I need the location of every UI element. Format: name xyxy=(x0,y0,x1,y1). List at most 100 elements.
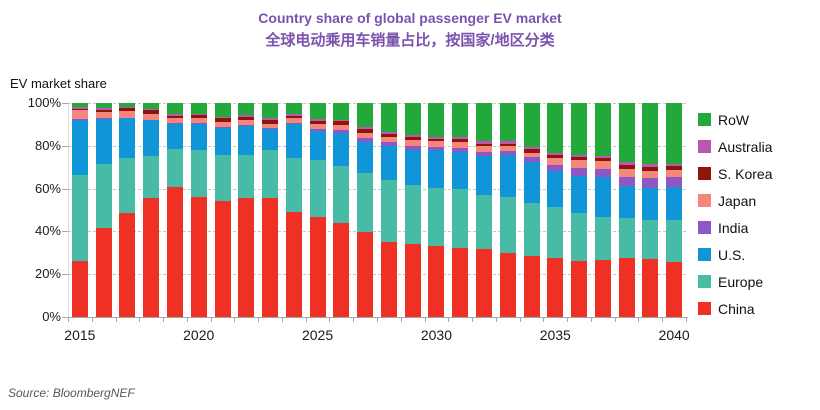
bar-2040 xyxy=(666,103,683,317)
x-axis-label-2025: 2025 xyxy=(301,327,334,343)
y-axis-title: EV market share xyxy=(10,76,107,91)
gridline-20 xyxy=(68,274,686,276)
segment-skorea-2016 xyxy=(95,109,112,113)
segment-australia-2039 xyxy=(642,164,659,167)
segment-europe-2034 xyxy=(523,203,540,257)
segment-europe-2040 xyxy=(666,220,683,262)
segment-us-2029 xyxy=(404,149,421,185)
segment-australia-2024 xyxy=(285,114,302,117)
bar-2018 xyxy=(143,103,160,317)
segment-us-2017 xyxy=(119,118,136,159)
segment-australia-2021 xyxy=(214,116,231,119)
bar-2036 xyxy=(571,103,588,317)
y-axis-label-60: 60% xyxy=(34,180,61,196)
segment-china-2037 xyxy=(594,260,611,317)
bar-2037 xyxy=(594,103,611,317)
segment-row-2025 xyxy=(309,103,326,120)
segment-china-2019 xyxy=(166,187,183,317)
segment-us-2021 xyxy=(214,127,231,156)
segment-row-2023 xyxy=(262,103,279,119)
segment-australia-2016 xyxy=(95,108,112,110)
segment-skorea-2028 xyxy=(380,133,397,138)
legend-swatch-australia xyxy=(698,140,711,153)
segment-australia-2027 xyxy=(357,127,374,130)
segment-row-2033 xyxy=(499,103,516,141)
segment-europe-2029 xyxy=(404,184,421,245)
x-axis-tick-21 xyxy=(567,318,569,322)
segment-europe-2039 xyxy=(642,220,659,259)
segment-japan-2018 xyxy=(143,113,160,120)
segment-china-2025 xyxy=(309,216,326,317)
bar-2025 xyxy=(309,103,326,317)
segment-japan-2036 xyxy=(571,159,588,169)
legend-swatch-china xyxy=(698,302,711,315)
segment-china-2040 xyxy=(666,261,683,317)
legend-label-india: India xyxy=(718,219,749,236)
segment-skorea-2022 xyxy=(238,117,255,121)
segment-row-2032 xyxy=(475,103,492,141)
segment-europe-2019 xyxy=(166,149,183,188)
segment-australia-2017 xyxy=(119,106,136,108)
segment-japan-2015 xyxy=(71,109,88,120)
segment-japan-2037 xyxy=(594,161,611,170)
segment-europe-2018 xyxy=(143,156,160,199)
segment-europe-2033 xyxy=(499,196,516,254)
segment-australia-2019 xyxy=(166,114,183,116)
x-axis-label-2020: 2020 xyxy=(183,327,215,343)
x-axis-tick-16 xyxy=(448,318,450,322)
segment-japan-2031 xyxy=(452,142,469,149)
segment-skorea-2040 xyxy=(666,166,683,170)
x-axis-label-2015: 2015 xyxy=(64,327,96,343)
gridline-80 xyxy=(68,145,686,147)
x-axis-tick-13 xyxy=(377,318,378,322)
segment-india-2023 xyxy=(262,128,279,129)
segment-us-2016 xyxy=(95,118,112,164)
y-axis-label-80: 80% xyxy=(34,137,61,153)
segment-australia-2022 xyxy=(238,115,255,118)
segment-us-2023 xyxy=(262,128,279,151)
bar-2031 xyxy=(452,103,469,317)
segment-skorea-2027 xyxy=(357,129,374,134)
segment-australia-2025 xyxy=(309,119,326,122)
x-axis-tick-11 xyxy=(329,318,331,322)
segment-row-2030 xyxy=(428,103,445,138)
segment-japan-2023 xyxy=(262,123,279,129)
bar-2027 xyxy=(357,103,374,317)
segment-india-2028 xyxy=(380,142,397,147)
segment-japan-2022 xyxy=(238,120,255,126)
legend-item-skorea: S. Korea xyxy=(698,160,772,187)
segment-europe-2037 xyxy=(594,216,611,261)
segment-australia-2030 xyxy=(428,137,445,139)
legend-item-row: RoW xyxy=(698,106,772,133)
segment-europe-2027 xyxy=(357,172,374,232)
segment-australia-2035 xyxy=(547,152,564,156)
segment-europe-2035 xyxy=(547,207,564,258)
x-axis-tick-22 xyxy=(590,318,592,322)
legend-item-japan: Japan xyxy=(698,187,772,214)
segment-china-2026 xyxy=(333,222,350,317)
segment-europe-2021 xyxy=(214,155,231,202)
segment-australia-2026 xyxy=(333,119,350,122)
segment-row-2015 xyxy=(71,103,88,107)
segment-china-2016 xyxy=(95,227,112,317)
segment-china-2029 xyxy=(404,244,421,317)
segment-australia-2020 xyxy=(190,113,207,116)
legend-item-europe: Europe xyxy=(698,268,772,295)
segment-skorea-2030 xyxy=(428,139,445,142)
chart-title: Country share of global passenger EV mar… xyxy=(258,10,562,26)
segment-us-2028 xyxy=(380,146,397,180)
segment-skorea-2038 xyxy=(618,164,635,169)
segment-china-2038 xyxy=(618,257,635,317)
segment-india-2035 xyxy=(547,164,564,171)
legend-item-china: China xyxy=(698,295,772,322)
segment-us-2024 xyxy=(285,124,302,158)
segment-australia-2036 xyxy=(571,154,588,158)
x-axis-label-2035: 2035 xyxy=(539,327,571,343)
source-note: Source: BloombergNEF xyxy=(8,386,135,400)
y-axis-tick-60 xyxy=(62,188,68,190)
legend-swatch-japan xyxy=(698,194,711,207)
legend-swatch-skorea xyxy=(698,167,711,180)
legend-label-row: RoW xyxy=(718,111,750,128)
segment-australia-2034 xyxy=(523,146,540,150)
segment-row-2017 xyxy=(119,103,136,107)
